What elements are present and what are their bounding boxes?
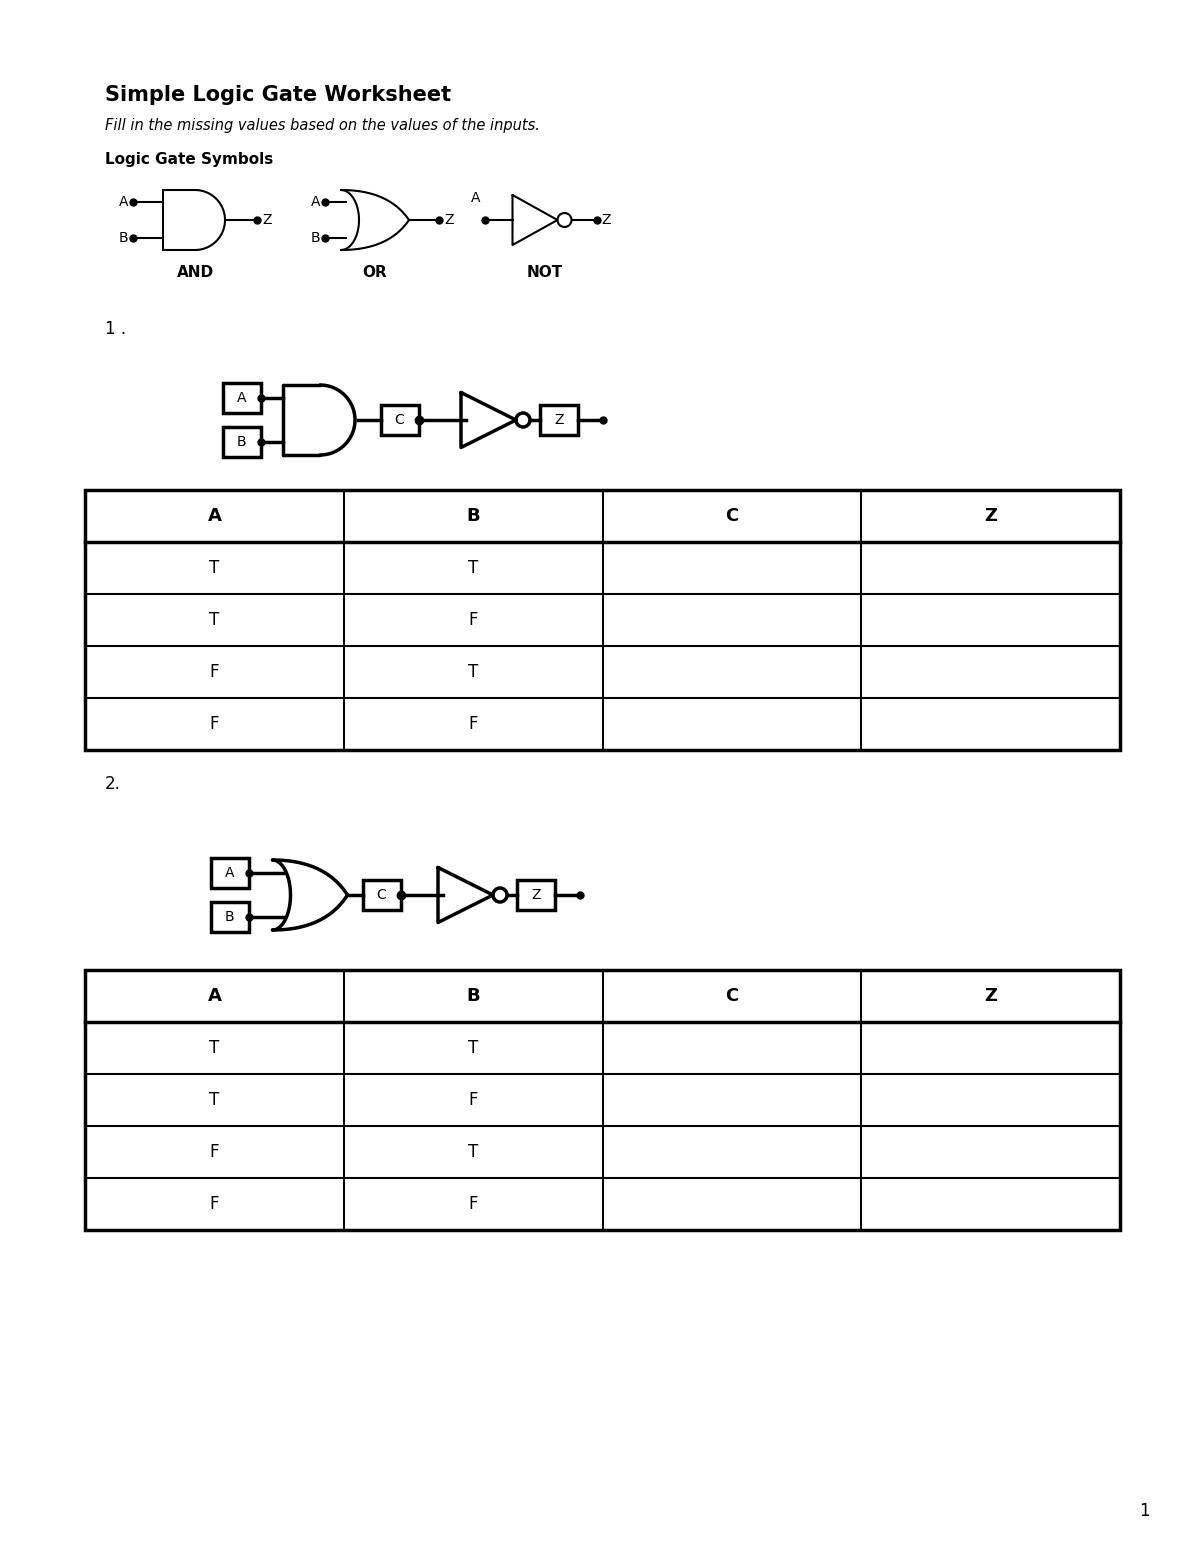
Text: C: C <box>725 506 738 525</box>
Text: T: T <box>468 1039 479 1058</box>
FancyBboxPatch shape <box>540 405 578 435</box>
Text: A: A <box>470 191 480 205</box>
Text: C: C <box>395 413 404 427</box>
Text: T: T <box>468 1143 479 1162</box>
Text: T: T <box>468 663 479 682</box>
Text: NOT: NOT <box>527 266 563 280</box>
Text: B: B <box>236 435 246 449</box>
Text: T: T <box>209 610 220 629</box>
Text: T: T <box>209 1092 220 1109</box>
Text: F: F <box>468 1194 478 1213</box>
Text: Z: Z <box>601 213 611 227</box>
Text: B: B <box>467 988 480 1005</box>
Text: T: T <box>209 559 220 578</box>
Text: F: F <box>210 1194 220 1213</box>
Text: A: A <box>236 391 246 405</box>
Text: B: B <box>119 231 128 245</box>
Text: 1: 1 <box>1139 1502 1150 1520</box>
Text: Z: Z <box>984 988 997 1005</box>
Text: A: A <box>224 867 234 881</box>
Text: Fill in the missing values based on the values of the inputs.: Fill in the missing values based on the … <box>106 118 540 134</box>
Text: 2.: 2. <box>106 775 121 794</box>
Text: Z: Z <box>554 413 564 427</box>
Text: Logic Gate Symbols: Logic Gate Symbols <box>106 152 274 168</box>
Text: A: A <box>208 506 221 525</box>
Text: F: F <box>210 1143 220 1162</box>
Text: 1 .: 1 . <box>106 320 126 339</box>
Text: OR: OR <box>362 266 388 280</box>
FancyBboxPatch shape <box>362 881 401 910</box>
Text: A: A <box>311 196 320 210</box>
Text: B: B <box>224 910 234 924</box>
Text: F: F <box>468 610 478 629</box>
Text: T: T <box>209 1039 220 1058</box>
FancyBboxPatch shape <box>210 857 248 888</box>
Text: C: C <box>725 988 738 1005</box>
FancyBboxPatch shape <box>517 881 554 910</box>
FancyBboxPatch shape <box>380 405 419 435</box>
Text: AND: AND <box>176 266 214 280</box>
Text: F: F <box>468 714 478 733</box>
Text: Z: Z <box>262 213 271 227</box>
Text: B: B <box>311 231 320 245</box>
Text: Simple Logic Gate Worksheet: Simple Logic Gate Worksheet <box>106 85 451 106</box>
FancyBboxPatch shape <box>222 384 260 413</box>
Text: C: C <box>377 888 386 902</box>
Text: A: A <box>119 196 128 210</box>
Text: T: T <box>468 559 479 578</box>
Text: F: F <box>468 1092 478 1109</box>
Text: Z: Z <box>532 888 541 902</box>
Text: F: F <box>210 714 220 733</box>
FancyBboxPatch shape <box>210 902 248 932</box>
Text: Z: Z <box>444 213 454 227</box>
Text: Z: Z <box>984 506 997 525</box>
Text: F: F <box>210 663 220 682</box>
Text: A: A <box>208 988 221 1005</box>
Text: B: B <box>467 506 480 525</box>
FancyBboxPatch shape <box>222 427 260 457</box>
